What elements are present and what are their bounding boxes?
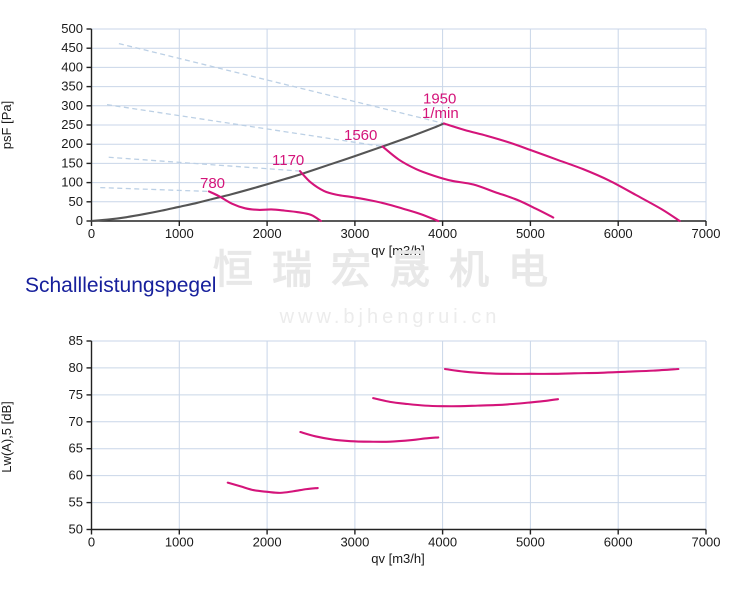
svg-text:7000: 7000 bbox=[692, 226, 721, 241]
svg-text:1560: 1560 bbox=[344, 127, 377, 144]
svg-text:1000: 1000 bbox=[165, 226, 194, 241]
svg-text:0: 0 bbox=[88, 535, 95, 550]
svg-text:50: 50 bbox=[69, 522, 83, 537]
svg-text:5000: 5000 bbox=[516, 535, 545, 550]
svg-text:www.bjhengrui.cn: www.bjhengrui.cn bbox=[279, 306, 501, 328]
svg-text:4000: 4000 bbox=[428, 535, 457, 550]
svg-text:75: 75 bbox=[69, 387, 83, 402]
svg-text:1/min: 1/min bbox=[422, 105, 459, 122]
svg-text:0: 0 bbox=[88, 226, 95, 241]
svg-text:80: 80 bbox=[69, 360, 83, 375]
svg-text:Schallleistungspegel: Schallleistungspegel bbox=[25, 274, 216, 297]
svg-text:恒瑞宏晟机电: 恒瑞宏晟机电 bbox=[213, 248, 567, 292]
svg-text:400: 400 bbox=[61, 59, 83, 74]
svg-text:65: 65 bbox=[69, 441, 83, 456]
svg-text:55: 55 bbox=[69, 495, 83, 510]
svg-text:85: 85 bbox=[69, 333, 83, 348]
svg-text:Lw(A),5 [dB]: Lw(A),5 [dB] bbox=[0, 401, 14, 473]
svg-text:350: 350 bbox=[61, 79, 83, 94]
svg-text:150: 150 bbox=[61, 155, 83, 170]
svg-text:500: 500 bbox=[61, 21, 83, 36]
svg-text:5000: 5000 bbox=[516, 226, 545, 241]
svg-text:1170: 1170 bbox=[272, 152, 304, 169]
svg-text:qv [m3/h]: qv [m3/h] bbox=[371, 551, 424, 566]
svg-text:60: 60 bbox=[69, 468, 83, 483]
svg-text:6000: 6000 bbox=[604, 535, 633, 550]
svg-text:450: 450 bbox=[61, 40, 83, 55]
svg-text:200: 200 bbox=[61, 136, 83, 151]
svg-text:7000: 7000 bbox=[692, 535, 721, 550]
svg-text:2000: 2000 bbox=[253, 535, 282, 550]
svg-text:50: 50 bbox=[69, 194, 83, 209]
svg-text:6000: 6000 bbox=[604, 226, 633, 241]
svg-text:2000: 2000 bbox=[253, 226, 282, 241]
svg-text:300: 300 bbox=[61, 98, 83, 113]
svg-text:100: 100 bbox=[61, 175, 83, 190]
svg-text:70: 70 bbox=[69, 414, 83, 429]
svg-text:3000: 3000 bbox=[340, 226, 369, 241]
svg-text:780: 780 bbox=[200, 175, 225, 192]
svg-text:0: 0 bbox=[76, 213, 83, 228]
svg-text:1000: 1000 bbox=[165, 535, 194, 550]
svg-text:250: 250 bbox=[61, 117, 83, 132]
svg-text:4000: 4000 bbox=[428, 226, 457, 241]
svg-text:psF [Pa]: psF [Pa] bbox=[0, 101, 14, 149]
svg-text:3000: 3000 bbox=[340, 535, 369, 550]
